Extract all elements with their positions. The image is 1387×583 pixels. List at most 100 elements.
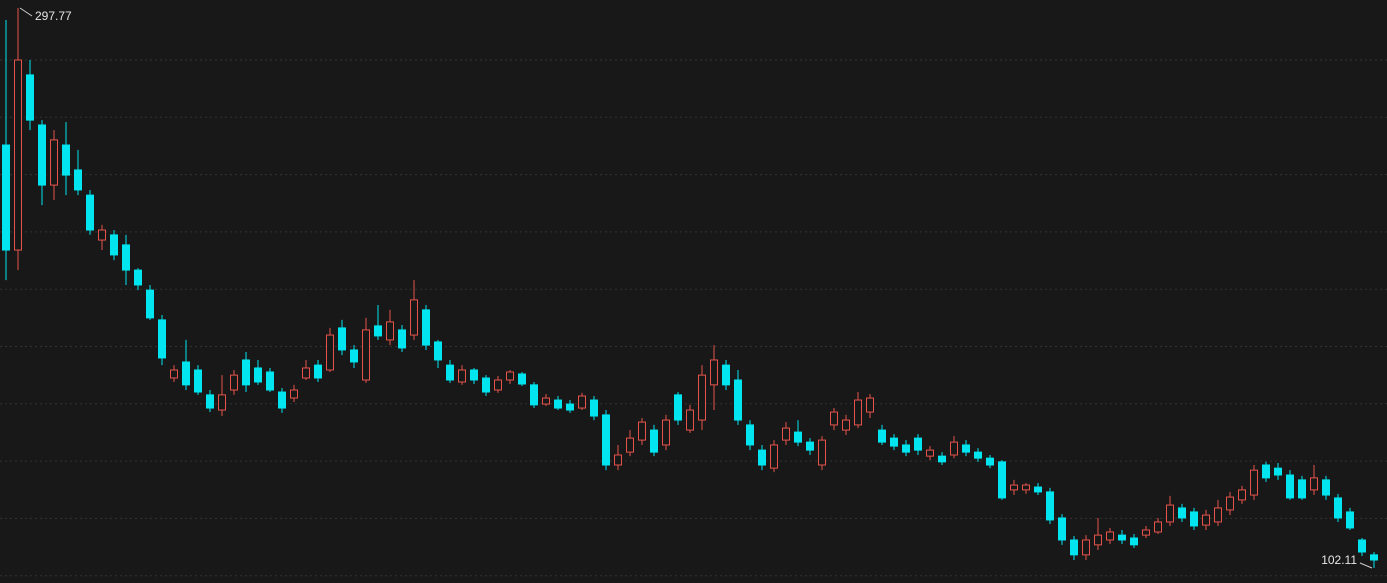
candle-body <box>518 373 526 385</box>
candle-body <box>1334 497 1342 519</box>
candle-body <box>1154 521 1162 533</box>
candle-body <box>674 394 682 421</box>
candle-body <box>1346 511 1354 529</box>
candle-body <box>1094 534 1102 546</box>
candle-body <box>1178 507 1186 519</box>
candle-body <box>734 379 742 421</box>
candle-body <box>1130 537 1138 546</box>
candle-body <box>446 364 454 381</box>
candle-body <box>974 451 982 459</box>
candle-body <box>746 424 754 446</box>
candle-body <box>1238 489 1246 501</box>
candle-body <box>1046 491 1054 521</box>
candle-body <box>878 429 886 443</box>
candle-body <box>482 377 490 393</box>
candle-body <box>194 369 202 393</box>
candle-body <box>926 449 934 457</box>
candle-body <box>602 414 610 466</box>
candle-body <box>1058 517 1066 541</box>
candle-body <box>230 374 238 391</box>
candle-body <box>758 449 766 466</box>
candle-body <box>1118 534 1126 541</box>
candle-body <box>1142 529 1150 536</box>
candle-body <box>710 359 718 386</box>
candle-body <box>278 391 286 409</box>
candle-body <box>890 437 898 447</box>
candle-body <box>38 124 46 186</box>
candle-body <box>458 369 466 383</box>
candle-body <box>866 397 874 413</box>
candle-body <box>782 427 790 441</box>
candle-body <box>842 419 850 431</box>
candle-body <box>14 59 22 251</box>
candle-body <box>662 419 670 446</box>
candle-body <box>362 329 370 381</box>
candle-body <box>614 454 622 466</box>
candle-body <box>554 399 562 409</box>
candle-body <box>998 461 1006 499</box>
candle-body <box>578 395 586 409</box>
candle-body <box>494 379 502 391</box>
candle-body <box>914 437 922 451</box>
candle-body <box>686 409 694 431</box>
candle-body <box>1022 484 1030 491</box>
candle-body <box>806 441 814 451</box>
candle-body <box>290 389 298 399</box>
candle-body <box>374 325 382 337</box>
candle-body <box>50 139 58 186</box>
candle-body <box>722 364 730 386</box>
candle-body <box>626 437 634 453</box>
candle-body <box>1034 486 1042 493</box>
candle-body <box>590 399 598 417</box>
candle-body <box>1286 474 1294 499</box>
candle-body <box>650 429 658 453</box>
candle-body <box>350 349 358 363</box>
candle-body <box>206 394 214 409</box>
candle-body <box>110 234 118 256</box>
candle-body <box>182 361 190 386</box>
candle-body <box>1070 539 1078 556</box>
min-pointer <box>1359 562 1373 569</box>
candle-body <box>326 334 334 371</box>
candle-body <box>986 457 994 466</box>
candle-body <box>398 329 406 349</box>
candle-body <box>1322 479 1330 496</box>
candle-body <box>794 431 802 443</box>
candle-body <box>134 269 142 286</box>
candle-body <box>470 369 478 381</box>
candle-body <box>1274 467 1282 476</box>
candle-body <box>1370 554 1378 561</box>
candle-body <box>854 399 862 426</box>
candle-body <box>902 444 910 453</box>
candle-body <box>158 319 166 359</box>
candle-body <box>1250 469 1258 496</box>
candle-body <box>1310 477 1318 491</box>
candle-body <box>422 309 430 346</box>
max-pointer <box>19 7 33 17</box>
candle-body <box>938 455 946 463</box>
candle-body <box>218 394 226 411</box>
candle-body <box>1202 514 1210 526</box>
candle-body <box>2 144 10 251</box>
candle-body <box>830 411 838 426</box>
candle-body <box>146 289 154 319</box>
candle-body <box>1166 504 1174 523</box>
candle-body <box>62 144 70 176</box>
candle-body <box>338 327 346 351</box>
candle-body <box>314 364 322 379</box>
candle-body <box>1010 484 1018 491</box>
candle-body <box>542 397 550 405</box>
candle-body <box>1082 539 1090 556</box>
candle-body <box>266 371 274 391</box>
candle-body <box>1298 479 1306 499</box>
candle-body <box>770 444 778 469</box>
candle-body <box>506 371 514 381</box>
candle-body <box>698 374 706 421</box>
candle-body <box>242 359 250 386</box>
candle-body <box>434 341 442 361</box>
candle-body <box>566 403 574 411</box>
min-label: 102.11 <box>1321 553 1357 567</box>
candle-body <box>818 439 826 466</box>
candle-body <box>254 367 262 383</box>
